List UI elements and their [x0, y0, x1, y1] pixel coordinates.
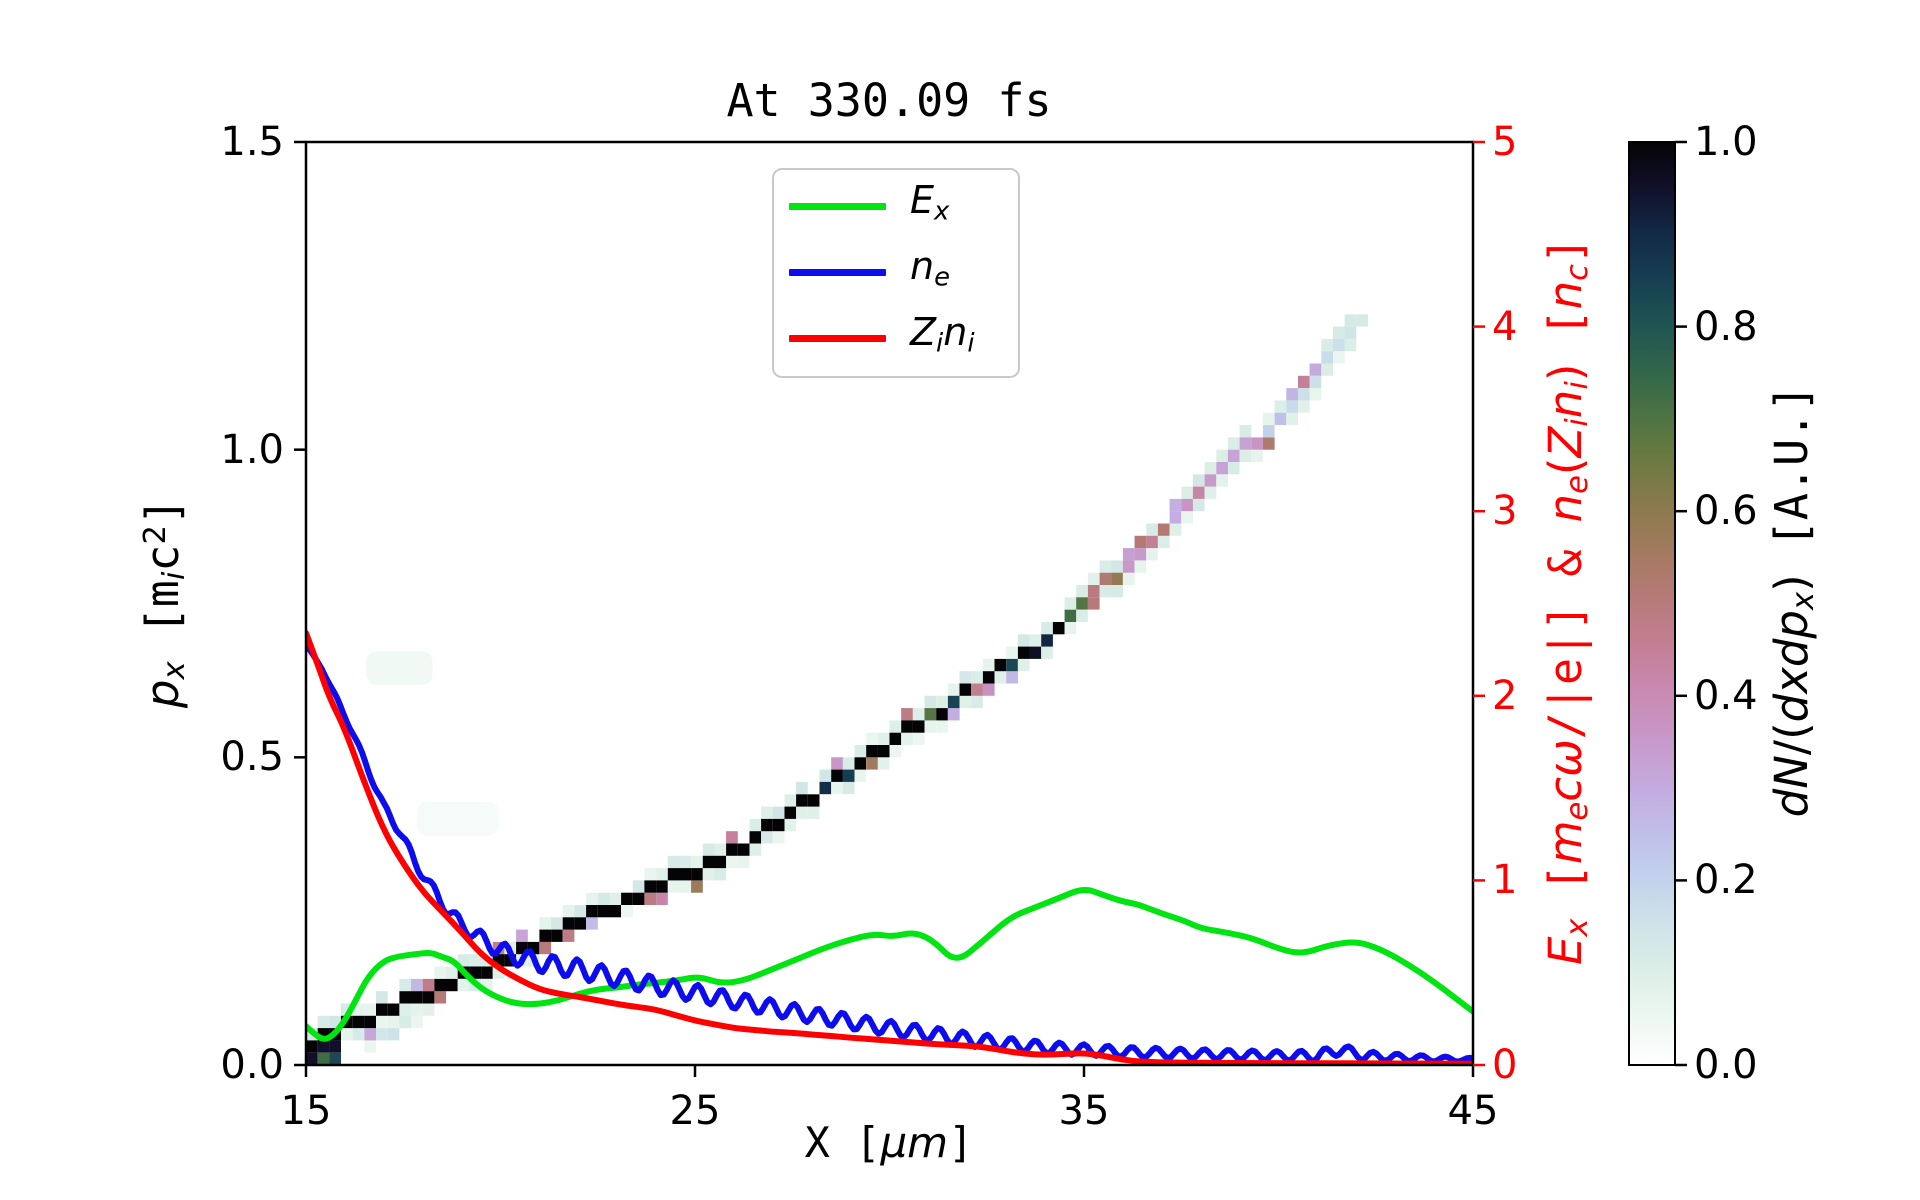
axis-ticks	[294, 140, 1687, 1077]
legend-label: Ex	[910, 178, 950, 227]
colorbar-tick-label: 0.0	[1694, 1042, 1758, 1088]
label-segment: x	[1559, 918, 1595, 937]
y-axis-right-label: Ex [mecω/|e|] & ne(Zini) [nc]	[1539, 237, 1595, 965]
label-segment: d	[1765, 638, 1819, 668]
label-segment: c	[1559, 264, 1595, 281]
y-right-tick-label: 0	[1492, 1042, 1518, 1088]
colorbar-gradient	[1629, 142, 1675, 1065]
plot-title: At 330.09 fs	[726, 74, 1052, 127]
colorbar-tick-label: 0.4	[1694, 672, 1758, 719]
label-segment: (	[1539, 457, 1593, 476]
label-segment: i	[1559, 418, 1595, 427]
plot-area	[305, 314, 1474, 1065]
label-segment: ω	[1539, 739, 1593, 777]
label-segment: n	[1539, 280, 1593, 310]
label-segment: N	[1765, 755, 1819, 789]
legend-item-Zini: Zini	[774, 305, 1018, 371]
label-segment: x	[156, 661, 192, 680]
legend-label: Zini	[910, 310, 975, 359]
y-right-tick-label: 5	[1492, 119, 1518, 165]
colorbar-tick-label: 1.0	[1694, 119, 1758, 165]
label-segment: c	[136, 544, 190, 572]
phase-space-smudge	[416, 801, 499, 836]
x-tick-label: 25	[669, 1088, 721, 1134]
label-segment: p	[1765, 609, 1819, 639]
label-segment: E	[1539, 936, 1593, 966]
phase-space-band	[306, 314, 1368, 1065]
y-right-tick-label: 3	[1492, 488, 1518, 535]
y-left-tick-label: 1.5	[220, 119, 284, 165]
label-segment: d	[1765, 693, 1819, 723]
y-right-tick-label: 1	[1492, 857, 1518, 904]
label-segment: Z	[1539, 426, 1593, 458]
label-segment: i	[156, 571, 192, 581]
label-segment: [	[1539, 309, 1593, 364]
label-segment: m	[1539, 820, 1593, 865]
label-segment: /(	[1765, 722, 1819, 756]
label-segment: )	[1765, 574, 1819, 592]
label-segment: c	[1539, 776, 1593, 802]
legend-line-sample	[789, 334, 886, 342]
label-segment: e	[1559, 475, 1595, 494]
label-segment: n	[1539, 389, 1593, 419]
y-right-tick-label: 4	[1492, 303, 1518, 350]
y-left-tick-label: 1.0	[220, 426, 284, 473]
label-segment: [	[1539, 864, 1593, 919]
colorbar-tick-label: 0.6	[1694, 488, 1758, 535]
legend-line-sample	[789, 268, 886, 276]
label-segment: x	[1765, 667, 1819, 694]
label-segment: e	[1559, 801, 1595, 821]
phase-space-smudge	[366, 651, 433, 686]
colorbar-frame	[1628, 141, 1676, 1066]
legend-item-Ex: Ex	[774, 173, 1018, 239]
label-segment: i	[1559, 381, 1595, 390]
label-segment: [m	[136, 580, 190, 662]
label-segment: /|e|]	[1539, 603, 1593, 740]
label-segment: p	[136, 679, 190, 709]
x-axis-label: X [μm]	[689, 1118, 1089, 1167]
y-left-tick-label: 0.0	[220, 1042, 284, 1088]
label-segment: d	[1765, 788, 1819, 818]
curve-ne	[305, 641, 1474, 1065]
plot-spines	[304, 140, 1475, 1067]
label-segment: ]	[1539, 236, 1593, 265]
curve-Zini	[305, 630, 1474, 1065]
label-segment: [A.U.]	[1765, 384, 1819, 575]
x-tick-label: 35	[1058, 1088, 1110, 1134]
colorbar-tick-label: 0.8	[1694, 303, 1758, 350]
label-segment: &	[1539, 522, 1593, 604]
y-axis-left-label: px [mic2]	[136, 498, 192, 708]
label-segment: )	[1539, 363, 1593, 382]
x-tick-label: 45	[1447, 1088, 1499, 1134]
y-left-tick-label: 0.5	[220, 734, 284, 781]
label-segment: x	[1785, 591, 1821, 610]
label-segment: ]	[948, 1118, 974, 1167]
label-segment: μm	[880, 1118, 949, 1167]
label-segment: ]	[136, 497, 190, 526]
colorbar-label: dN/(dxdpx) [A.U.]	[1765, 385, 1821, 818]
y-right-tick-label: 2	[1492, 672, 1518, 719]
x-tick-label: 15	[280, 1088, 332, 1134]
legend-line-sample	[789, 202, 886, 210]
colorbar-tick-label: 0.2	[1694, 857, 1758, 904]
label-segment: 2	[137, 525, 173, 545]
legend-label: ne	[910, 244, 950, 293]
legend-box: Ex ne Zini	[772, 168, 1020, 378]
label-segment: n	[1539, 493, 1593, 523]
label-segment: X [	[804, 1118, 881, 1167]
curve-Ex	[305, 887, 1474, 1042]
legend-item-ne: ne	[774, 239, 1018, 305]
